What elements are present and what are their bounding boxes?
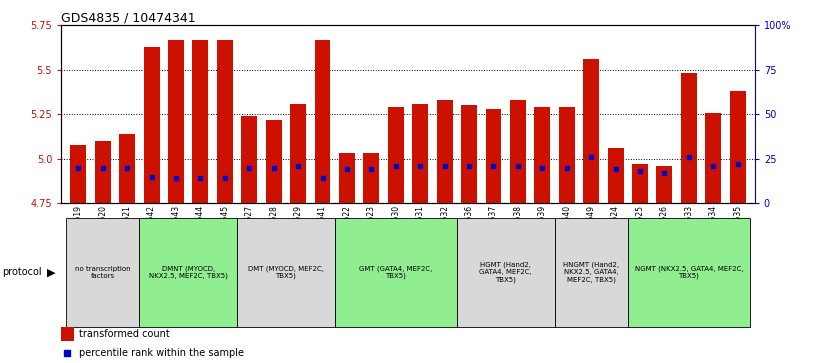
Bar	[437, 100, 453, 203]
Text: HNGMT (Hand2,
NKX2.5, GATA4,
MEF2C, TBX5): HNGMT (Hand2, NKX2.5, GATA4, MEF2C, TBX5…	[563, 262, 619, 283]
Bar	[237, 218, 335, 327]
Bar	[144, 47, 159, 203]
Bar	[266, 120, 282, 203]
Text: DMT (MYOCD, MEF2C,
TBX5): DMT (MYOCD, MEF2C, TBX5)	[248, 265, 324, 279]
Bar	[705, 113, 721, 203]
Text: transformed count: transformed count	[79, 329, 170, 339]
Bar	[315, 40, 330, 203]
Bar	[193, 40, 208, 203]
Bar	[628, 218, 750, 327]
Bar	[681, 73, 697, 203]
Bar	[290, 104, 306, 203]
Text: HGMT (Hand2,
GATA4, MEF2C,
TBX5): HGMT (Hand2, GATA4, MEF2C, TBX5)	[479, 262, 532, 283]
Bar	[363, 154, 379, 203]
Bar	[510, 100, 526, 203]
Bar	[168, 40, 184, 203]
Text: NGMT (NKX2.5, GATA4, MEF2C,
TBX5): NGMT (NKX2.5, GATA4, MEF2C, TBX5)	[635, 265, 743, 279]
Bar	[608, 148, 623, 203]
Bar	[61, 327, 74, 341]
Bar	[486, 109, 501, 203]
Text: ▶: ▶	[47, 267, 55, 277]
Bar	[242, 116, 257, 203]
Bar	[730, 91, 746, 203]
Text: GDS4835 / 10474341: GDS4835 / 10474341	[61, 11, 196, 24]
Bar	[559, 107, 574, 203]
Bar	[461, 105, 477, 203]
Bar	[388, 107, 404, 203]
Bar	[657, 166, 672, 203]
Text: no transcription
factors: no transcription factors	[75, 266, 131, 279]
Text: protocol: protocol	[2, 267, 42, 277]
Bar	[335, 218, 457, 327]
Bar	[555, 218, 628, 327]
Text: DMNT (MYOCD,
NKX2.5, MEF2C, TBX5): DMNT (MYOCD, NKX2.5, MEF2C, TBX5)	[149, 265, 228, 279]
Bar	[534, 107, 550, 203]
Bar	[70, 144, 86, 203]
Bar	[457, 218, 555, 327]
Bar	[583, 59, 599, 203]
Bar	[632, 164, 648, 203]
Bar	[66, 218, 140, 327]
Bar	[412, 104, 428, 203]
Text: percentile rank within the sample: percentile rank within the sample	[79, 348, 244, 358]
Bar	[140, 218, 237, 327]
Bar	[339, 154, 355, 203]
Text: GMT (GATA4, MEF2C,
TBX5): GMT (GATA4, MEF2C, TBX5)	[359, 265, 432, 279]
Bar	[119, 134, 135, 203]
Bar	[217, 40, 233, 203]
Bar	[95, 141, 111, 203]
